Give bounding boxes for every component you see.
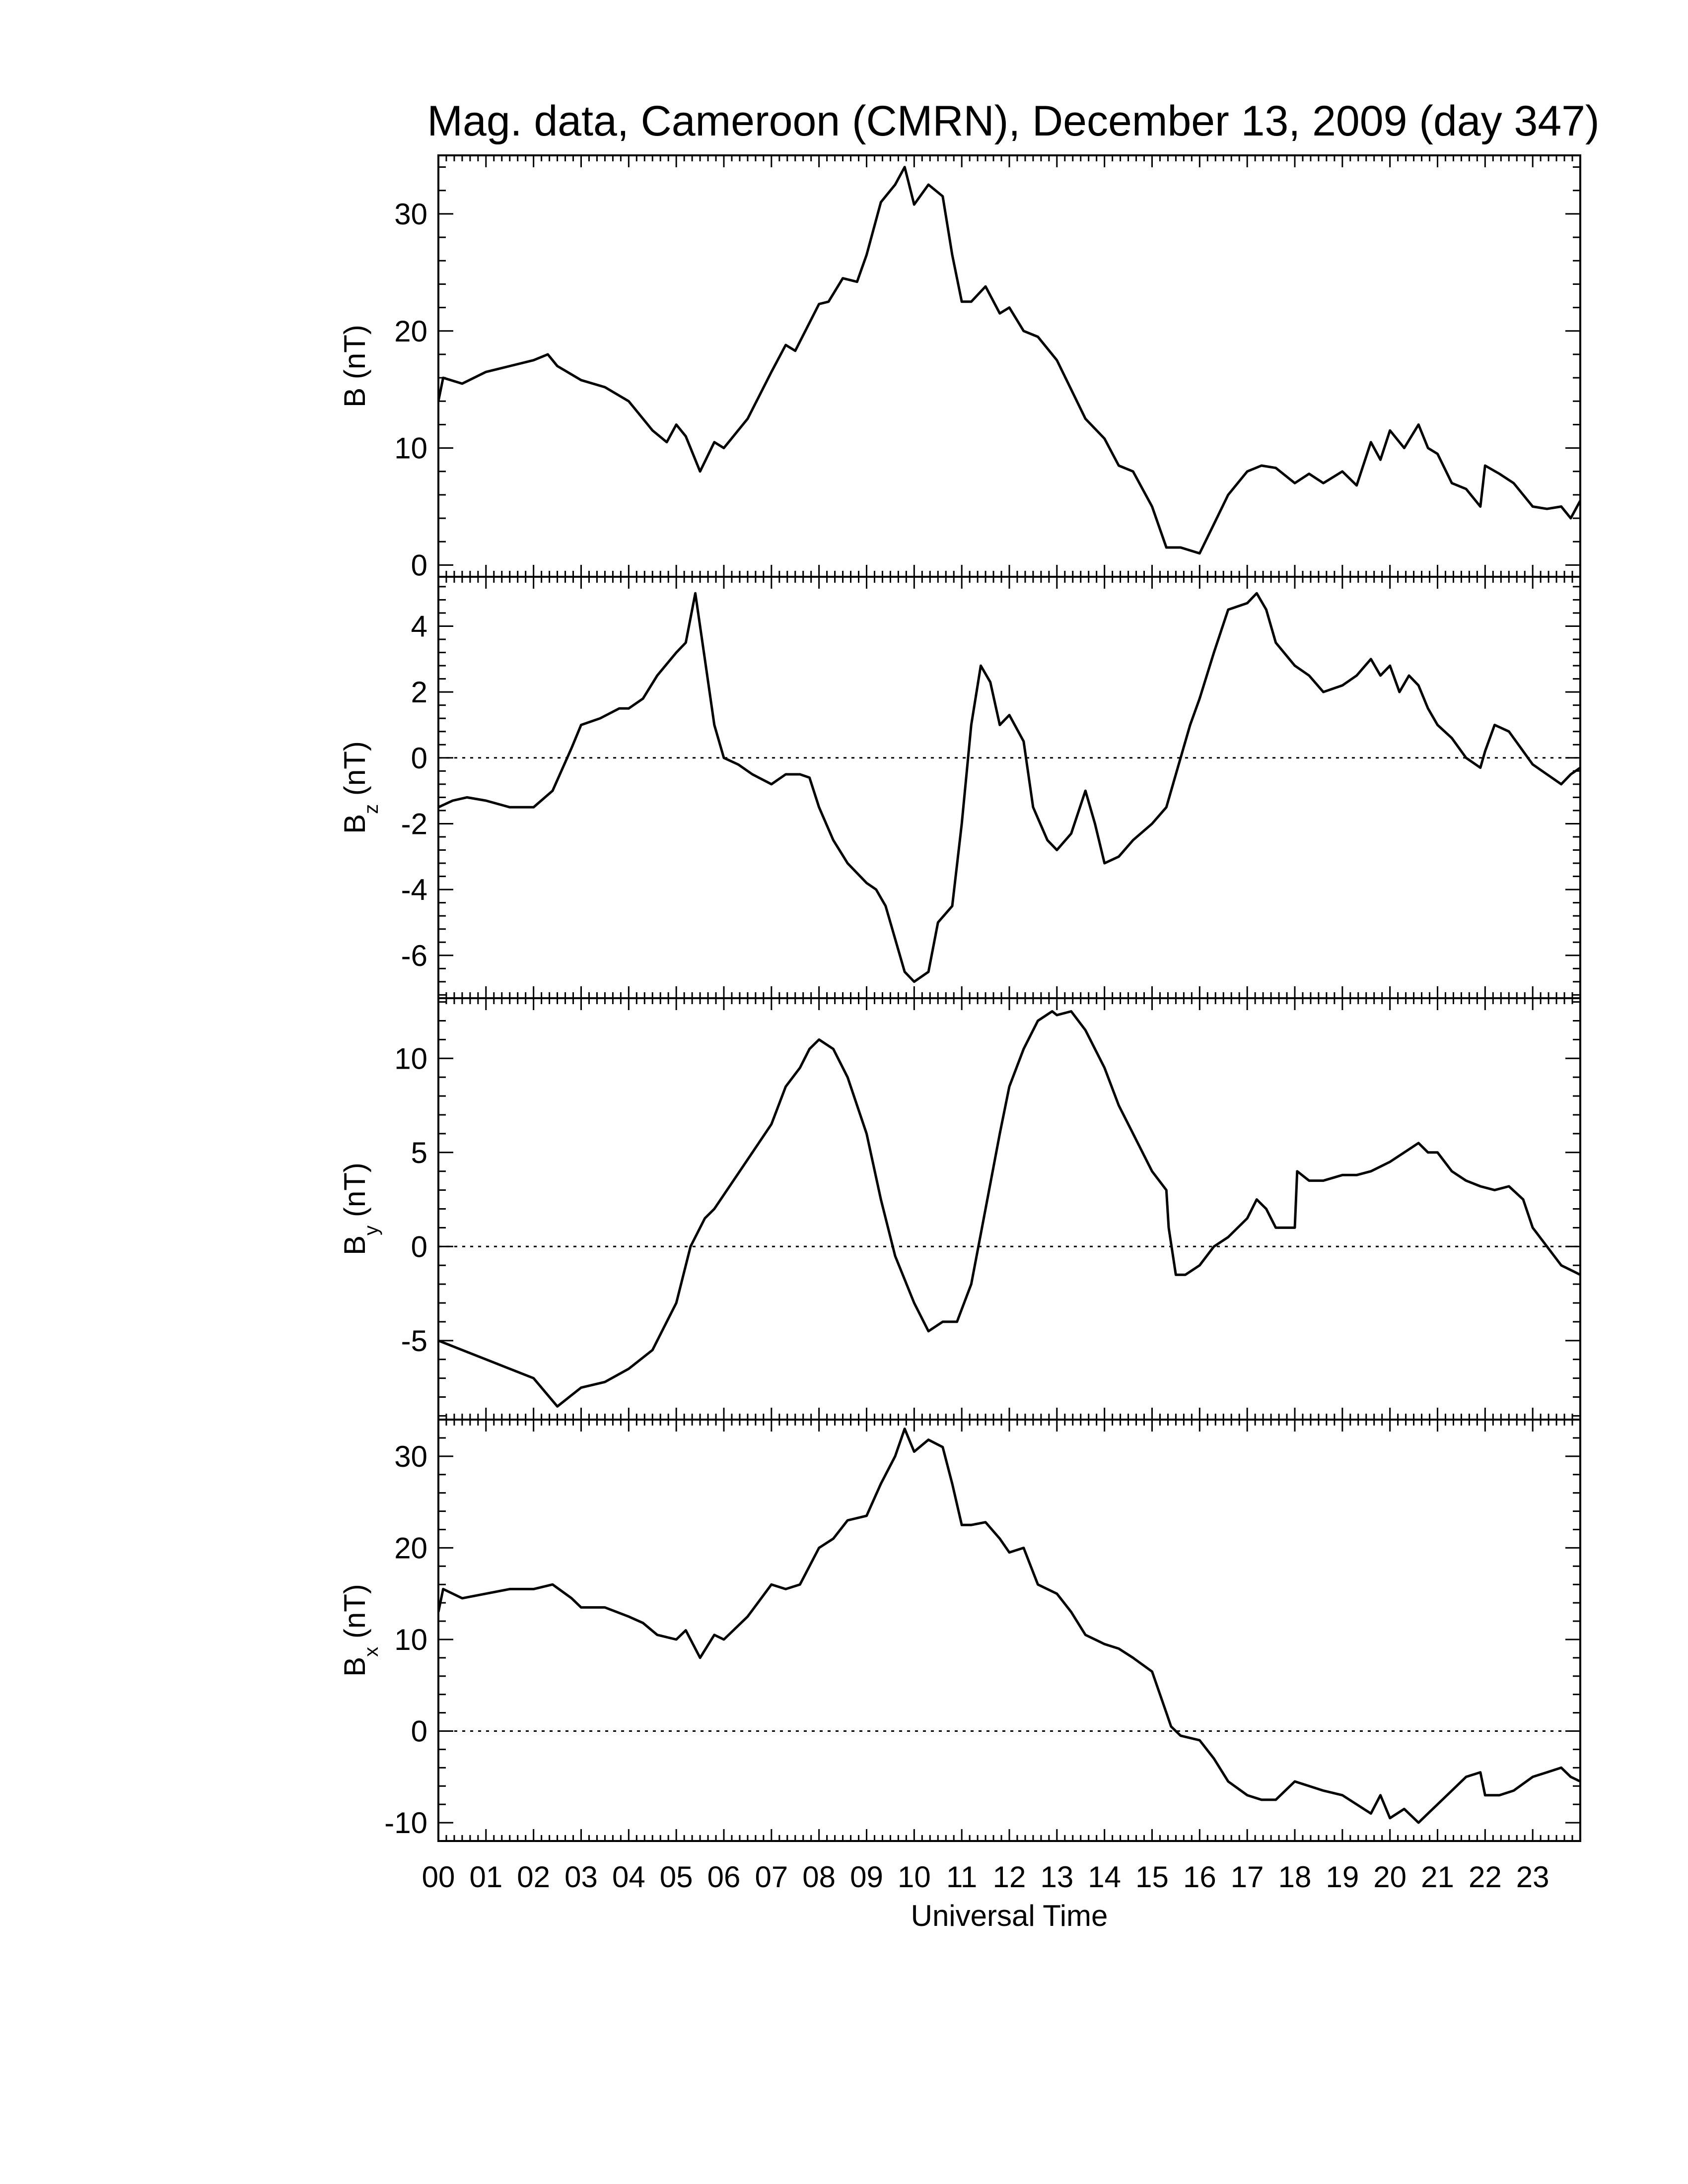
- x-tick-label: 22: [1469, 1860, 1502, 1894]
- y-axis-label: B (nT): [338, 325, 371, 408]
- x-tick-label: 16: [1183, 1860, 1216, 1894]
- chart-title: Mag. data, Cameroon (CMRN), December 13,…: [427, 97, 1599, 145]
- y-axis-label: Bz (nT): [338, 741, 382, 834]
- series-line-4: [438, 1428, 1580, 1824]
- y-tick-label: -4: [401, 873, 427, 906]
- y-tick-label: 20: [394, 315, 427, 348]
- y-tick-label: 30: [394, 198, 427, 231]
- y-tick-label: 4: [411, 610, 427, 643]
- x-tick-label: 00: [422, 1860, 455, 1894]
- panel-1: 0 10 20 30 B (nT): [338, 154, 1581, 582]
- x-tick-label: 15: [1135, 1860, 1169, 1894]
- series-line-1: [438, 166, 1580, 555]
- x-tick-label: 19: [1326, 1860, 1359, 1894]
- y-tick-label: -6: [401, 939, 427, 972]
- x-tick-label: 14: [1088, 1860, 1121, 1894]
- y-axis-label: By (nT): [338, 1162, 382, 1255]
- y-tick-label: 10: [394, 1623, 427, 1656]
- x-tick-label: 03: [564, 1860, 598, 1894]
- y-tick-label: -10: [384, 1806, 427, 1840]
- x-tick-label: 08: [802, 1860, 836, 1894]
- y-tick-label: 30: [394, 1440, 427, 1473]
- series-line-3: [438, 1010, 1580, 1408]
- y-tick-label: 5: [411, 1136, 427, 1169]
- x-tick-label: 06: [707, 1860, 741, 1894]
- x-tick-label: 23: [1516, 1860, 1549, 1894]
- y-tick-label: 2: [411, 676, 427, 709]
- x-tick-label: 04: [612, 1860, 645, 1894]
- x-tick-label: 07: [755, 1860, 788, 1894]
- x-tick-labels: 00 01 02 03 04 05 06 07 08 09 10 11 12 13 14 15 16 17 18 19…: [422, 1860, 1549, 1894]
- y-tick-label: 10: [394, 432, 427, 465]
- x-tick-label: 09: [850, 1860, 883, 1894]
- series-line-2: [438, 592, 1580, 983]
- x-tick-label: 01: [469, 1860, 502, 1894]
- panel-4: -10 0 10 20 30 Bx (nT): [338, 1419, 1581, 1842]
- x-tick-label: 13: [1040, 1860, 1073, 1894]
- x-tick-label: 10: [898, 1860, 931, 1894]
- y-axis-label: Bx (nT): [338, 1584, 382, 1677]
- panel-3: -5 0 5 10 By (nT): [338, 997, 1581, 1421]
- y-tick-label: 0: [411, 742, 427, 775]
- x-tick-label: 02: [517, 1860, 550, 1894]
- x-tick-label: 18: [1278, 1860, 1312, 1894]
- y-tick-label: 10: [394, 1042, 427, 1075]
- y-tick-label: -5: [401, 1324, 427, 1358]
- y-tick-label: -2: [401, 807, 427, 840]
- y-tick-label: 20: [394, 1531, 427, 1565]
- x-tick-label: 20: [1373, 1860, 1407, 1894]
- y-tick-label: 0: [411, 1230, 427, 1263]
- x-tick-label: 12: [993, 1860, 1026, 1894]
- y-tick-label: 0: [411, 1715, 427, 1748]
- x-tick-label: 05: [660, 1860, 693, 1894]
- y-tick-label: 0: [411, 548, 427, 582]
- x-tick-label: 11: [946, 1860, 977, 1894]
- x-axis-label: Universal Time: [911, 1899, 1108, 1932]
- x-tick-label: 17: [1231, 1860, 1264, 1894]
- x-tick-label: 21: [1421, 1860, 1454, 1894]
